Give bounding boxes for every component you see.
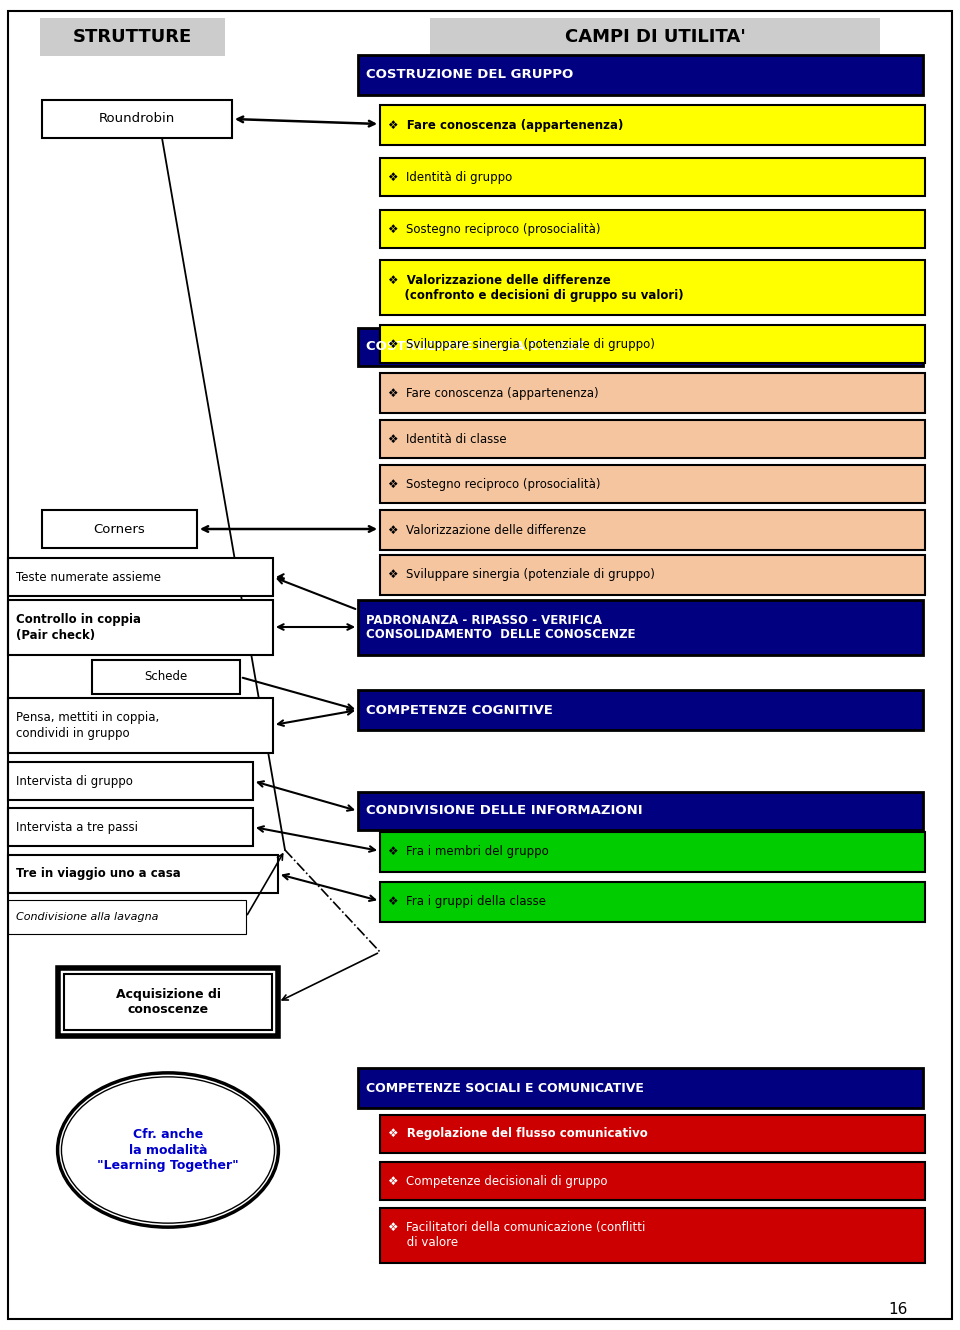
Text: Acquisizione di
conoscenze: Acquisizione di conoscenze <box>115 988 221 1016</box>
FancyBboxPatch shape <box>8 600 273 654</box>
FancyBboxPatch shape <box>8 809 253 846</box>
Text: ❖  Competenze decisionali di gruppo: ❖ Competenze decisionali di gruppo <box>388 1174 608 1188</box>
Text: ❖  Facilitatori della comunicazione (conflitti
     di valore: ❖ Facilitatori della comunicazione (conf… <box>388 1221 645 1249</box>
Text: PADRONANZA - RIPASSO - VERIFICA
CONSOLIDAMENTO  DELLE CONOSCENZE: PADRONANZA - RIPASSO - VERIFICA CONSOLID… <box>366 613 636 641</box>
FancyBboxPatch shape <box>380 555 925 595</box>
Text: Condivisione alla lavagna: Condivisione alla lavagna <box>16 912 158 922</box>
FancyBboxPatch shape <box>92 660 240 694</box>
Ellipse shape <box>58 1073 278 1228</box>
FancyBboxPatch shape <box>42 100 232 138</box>
FancyBboxPatch shape <box>380 833 925 872</box>
FancyBboxPatch shape <box>58 968 278 1036</box>
FancyBboxPatch shape <box>40 19 225 56</box>
FancyBboxPatch shape <box>380 325 925 363</box>
FancyBboxPatch shape <box>358 600 923 654</box>
FancyBboxPatch shape <box>8 698 273 753</box>
FancyBboxPatch shape <box>8 900 246 934</box>
Text: Controllo in coppia
(Pair check): Controllo in coppia (Pair check) <box>16 613 141 641</box>
Text: ❖  Sostegno reciproco (prosocialità): ❖ Sostegno reciproco (prosocialità) <box>388 477 601 491</box>
Text: ❖  Regolazione del flusso comunicativo: ❖ Regolazione del flusso comunicativo <box>388 1128 648 1141</box>
Text: ❖  Sostegno reciproco (prosocialità): ❖ Sostegno reciproco (prosocialità) <box>388 222 601 235</box>
FancyBboxPatch shape <box>430 19 880 56</box>
Text: ❖  Fra i membri del gruppo: ❖ Fra i membri del gruppo <box>388 846 549 858</box>
FancyBboxPatch shape <box>358 1068 923 1108</box>
Text: ❖  Identità di gruppo: ❖ Identità di gruppo <box>388 170 513 184</box>
Text: ❖  Sviluppare sinergia (potenziale di gruppo): ❖ Sviluppare sinergia (potenziale di gru… <box>388 568 655 581</box>
FancyBboxPatch shape <box>380 372 925 414</box>
FancyBboxPatch shape <box>380 259 925 315</box>
Text: Pensa, mettiti in coppia,
condividi in gruppo: Pensa, mettiti in coppia, condividi in g… <box>16 712 159 739</box>
Text: ❖  Fra i gruppi della classe: ❖ Fra i gruppi della classe <box>388 895 546 908</box>
Text: Intervista di gruppo: Intervista di gruppo <box>16 774 132 787</box>
Text: ❖  Identità di classe: ❖ Identità di classe <box>388 432 507 446</box>
Text: CONDIVISIONE DELLE INFORMAZIONI: CONDIVISIONE DELLE INFORMAZIONI <box>366 805 642 818</box>
FancyBboxPatch shape <box>380 210 925 247</box>
Text: 16: 16 <box>888 1302 907 1317</box>
Text: Intervista a tre passi: Intervista a tre passi <box>16 821 138 834</box>
FancyBboxPatch shape <box>380 420 925 458</box>
FancyBboxPatch shape <box>8 559 273 596</box>
FancyBboxPatch shape <box>380 1162 925 1200</box>
FancyBboxPatch shape <box>358 329 923 366</box>
Text: CAMPI DI UTILITA': CAMPI DI UTILITA' <box>564 28 745 47</box>
FancyBboxPatch shape <box>380 158 925 196</box>
Text: ❖  Fare conoscenza (appartenenza): ❖ Fare conoscenza (appartenenza) <box>388 387 599 399</box>
Text: ❖  Valorizzazione delle differenze: ❖ Valorizzazione delle differenze <box>388 524 587 536</box>
FancyBboxPatch shape <box>380 1208 925 1264</box>
Text: Roundrobin: Roundrobin <box>99 113 175 125</box>
Text: COMPETENZE SOCIALI E COMUNICATIVE: COMPETENZE SOCIALI E COMUNICATIVE <box>366 1081 644 1095</box>
Text: COMPETENZE COGNITIVE: COMPETENZE COGNITIVE <box>366 704 553 717</box>
FancyBboxPatch shape <box>64 974 272 1029</box>
FancyBboxPatch shape <box>380 1115 925 1153</box>
Text: COSTRUZIONE DEL GRUPPO: COSTRUZIONE DEL GRUPPO <box>366 69 573 81</box>
FancyBboxPatch shape <box>380 465 925 503</box>
FancyBboxPatch shape <box>8 762 253 801</box>
Text: ❖  Valorizzazione delle differenze
    (confronto e decisioni di gruppo su valor: ❖ Valorizzazione delle differenze (confr… <box>388 274 684 302</box>
FancyBboxPatch shape <box>358 791 923 830</box>
Text: ❖  Sviluppare sinergia (potenziale di gruppo): ❖ Sviluppare sinergia (potenziale di gru… <box>388 338 655 351</box>
FancyBboxPatch shape <box>8 855 278 892</box>
Text: Cfr. anche
la modalità
"Learning Together": Cfr. anche la modalità "Learning Togethe… <box>97 1128 239 1172</box>
FancyBboxPatch shape <box>358 55 923 94</box>
Text: Schede: Schede <box>144 670 187 684</box>
Text: STRUTTURE: STRUTTURE <box>73 28 192 47</box>
FancyBboxPatch shape <box>42 509 197 548</box>
Text: COSTRUZIONE DELLA CLASSE: COSTRUZIONE DELLA CLASSE <box>366 340 586 354</box>
Text: ❖  Fare conoscenza (appartenenza): ❖ Fare conoscenza (appartenenza) <box>388 118 623 132</box>
FancyBboxPatch shape <box>358 690 923 730</box>
FancyBboxPatch shape <box>380 105 925 145</box>
FancyBboxPatch shape <box>380 882 925 922</box>
Text: Corners: Corners <box>94 523 145 536</box>
FancyBboxPatch shape <box>380 509 925 551</box>
Text: Tre in viaggio uno a casa: Tre in viaggio uno a casa <box>16 867 180 880</box>
Text: Teste numerate assieme: Teste numerate assieme <box>16 571 161 584</box>
